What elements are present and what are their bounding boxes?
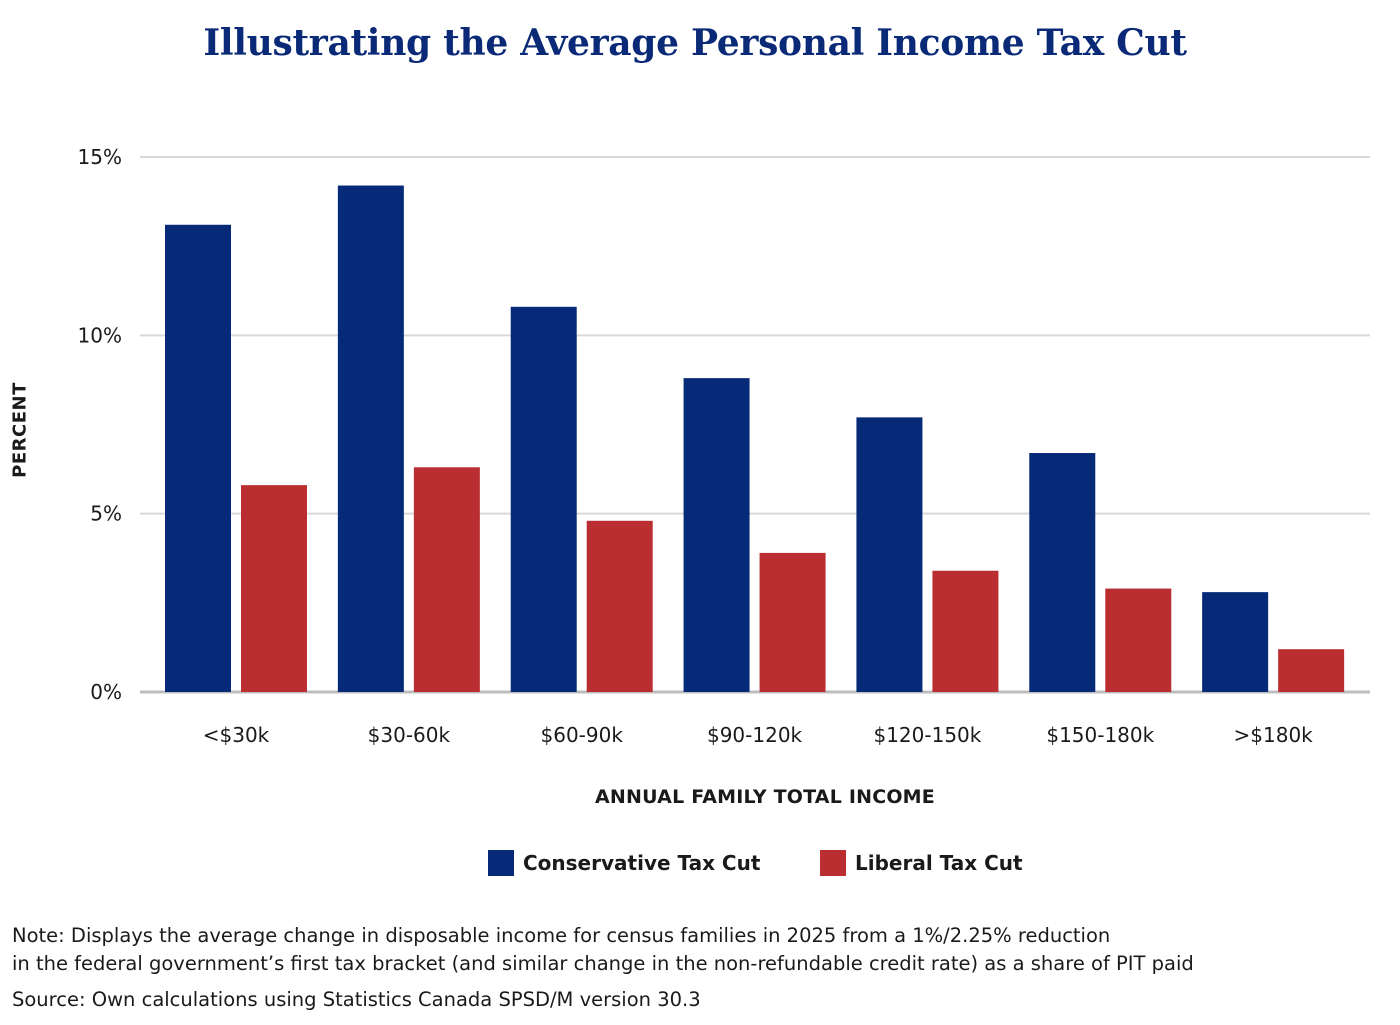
bar-liberal	[759, 552, 826, 692]
bars	[165, 185, 1345, 693]
y-tick-label: 15%	[78, 145, 122, 169]
y-axis-ticks: 0% 5% 10% 15%	[78, 145, 122, 704]
x-tick-label: $30-60k	[368, 723, 451, 747]
note-line-1: Note: Displays the average change in dis…	[12, 924, 1111, 947]
bar-liberal	[586, 520, 653, 692]
x-axis-label: ANNUAL FAMILY TOTAL INCOME	[595, 786, 935, 808]
legend-swatch-conservative	[488, 850, 514, 876]
bar-chart: 0% 5% 10% 15% <$30k $30-60k $60-90k $90-120k $1…	[78, 145, 1370, 747]
bar-conservative	[856, 417, 923, 692]
bar-conservative	[1029, 453, 1096, 692]
x-tick-label: $150-180k	[1046, 723, 1154, 747]
x-tick-label: $90-120k	[707, 723, 803, 747]
y-tick-label: 10%	[78, 323, 122, 347]
legend: Conservative Tax Cut Liberal Tax Cut	[0, 850, 1400, 880]
x-axis-ticks: <$30k $30-60k $60-90k $90-120k $120-150k $150…	[203, 723, 1313, 747]
y-axis-label: PERCENT	[9, 382, 31, 478]
bar-liberal	[413, 467, 480, 692]
bar-liberal	[241, 485, 307, 692]
bar-conservative	[1202, 592, 1269, 692]
legend-item-liberal[interactable]: Liberal Tax Cut	[820, 850, 1023, 876]
legend-swatch-liberal	[820, 850, 846, 876]
bar-conservative	[510, 306, 577, 692]
legend-label-liberal: Liberal Tax Cut	[855, 851, 1023, 875]
y-tick-label: 5%	[90, 502, 122, 526]
x-tick-label: >$180k	[1234, 723, 1314, 747]
legend-item-conservative[interactable]: Conservative Tax Cut	[488, 850, 760, 876]
note-line-2: in the federal government’s first tax br…	[12, 952, 1194, 975]
bar-conservative	[165, 224, 231, 692]
y-tick-label: 0%	[90, 680, 122, 704]
bar-conservative	[683, 378, 750, 692]
x-tick-label: $120-150k	[873, 723, 981, 747]
bar-liberal	[932, 570, 999, 692]
x-tick-label: <$30k	[203, 723, 270, 747]
legend-label-conservative: Conservative Tax Cut	[523, 851, 761, 875]
chart-title: Illustrating the Average Personal Income…	[203, 22, 1187, 64]
x-tick-label: $60-90k	[541, 723, 624, 747]
bar-conservative	[337, 185, 404, 693]
footnote: Note: Displays the average change in dis…	[12, 922, 1194, 1014]
bar-liberal	[1105, 588, 1172, 692]
gridlines	[140, 156, 1370, 694]
bar-liberal	[1278, 649, 1345, 692]
source-line: Source: Own calculations using Statistic…	[12, 988, 701, 1011]
